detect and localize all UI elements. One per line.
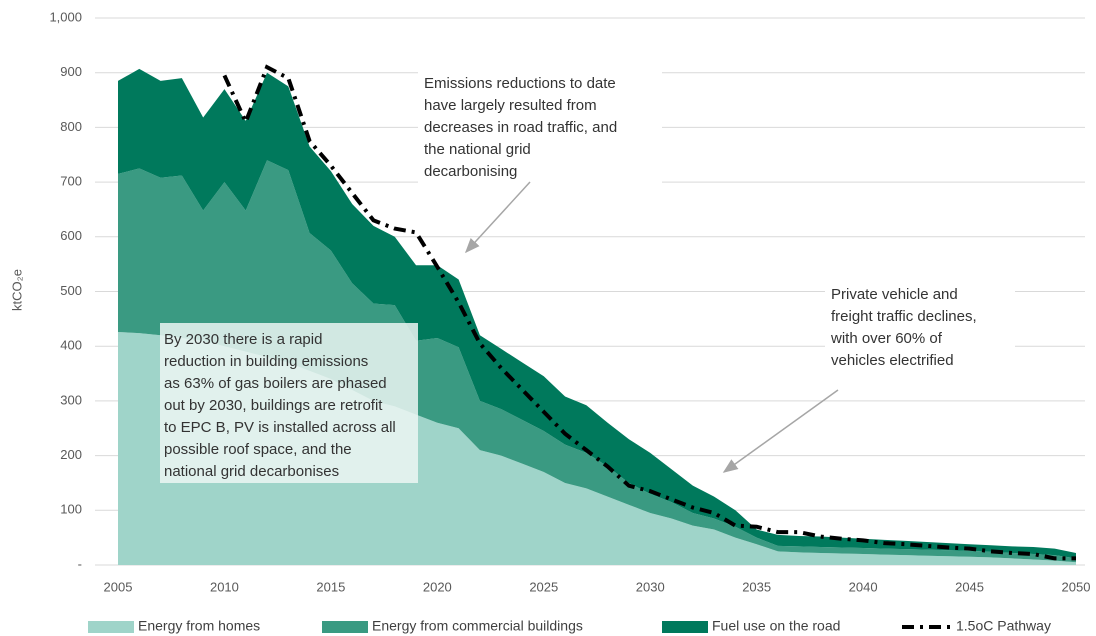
- x-tick-label: 2015: [316, 579, 345, 594]
- y-tick-label: 200: [60, 447, 82, 462]
- y-tick-label: -: [78, 556, 82, 571]
- legend-label: Energy from commercial buildings: [372, 618, 583, 634]
- x-tick-label: 2045: [955, 579, 984, 594]
- area: [118, 331, 1076, 565]
- arrow: [464, 181, 531, 254]
- arrow: [722, 389, 839, 473]
- legend-label: 1.5oC Pathway: [956, 618, 1051, 634]
- area: [118, 68, 1076, 559]
- pathway-line: [222, 64, 1076, 561]
- y-tick-label: 800: [60, 119, 82, 134]
- x-tick-label: 2030: [636, 579, 665, 594]
- annotation-text: reduction in building emissions: [164, 353, 368, 370]
- legend-swatch: [88, 621, 134, 633]
- annotation-text: the national grid: [424, 141, 531, 158]
- annotation-text: have largely resulted from: [424, 97, 597, 114]
- legend-label: Energy from homes: [138, 618, 260, 634]
- annotation-bg: [418, 70, 662, 185]
- annotation-bg: [825, 281, 1015, 373]
- y-axis-label: ktCO₂e: [9, 269, 24, 311]
- legend-swatch: [322, 621, 368, 633]
- annotation-text: national grid decarbonises: [164, 463, 339, 480]
- annotation-text: decreases in road traffic, and: [424, 119, 617, 136]
- x-tick-label: 2005: [104, 579, 133, 594]
- y-tick-label: 700: [60, 174, 82, 189]
- y-tick-label: 300: [60, 392, 82, 407]
- x-tick-label: 2010: [210, 579, 239, 594]
- legend-label: Fuel use on the road: [712, 618, 840, 634]
- y-tick-label: 900: [60, 64, 82, 79]
- y-tick-label: 1,000: [49, 9, 82, 24]
- annotation-text: Emissions reductions to date: [424, 75, 616, 92]
- y-tick-label: 600: [60, 228, 82, 243]
- y-tick-label: 100: [60, 502, 82, 517]
- x-tick-label: 2035: [742, 579, 771, 594]
- y-tick-label: 500: [60, 283, 82, 298]
- annotation-text: out by 2030, buildings are retrofit: [164, 397, 383, 414]
- annotation-text: vehicles electrified: [831, 352, 954, 369]
- annotation-text: to EPC B, PV is installed across all: [164, 419, 396, 436]
- annotation-text: as 63% of gas boilers are phased: [164, 375, 387, 392]
- x-tick-label: 2025: [529, 579, 558, 594]
- annotation-text: possible roof space, and the: [164, 441, 352, 458]
- annotation-box: [160, 323, 418, 483]
- y-tick-label: 400: [60, 338, 82, 353]
- annotation-text: By 2030 there is a rapid: [164, 331, 322, 348]
- annotation-text: decarbonising: [424, 163, 517, 180]
- legend-swatch: [662, 621, 708, 633]
- x-tick-label: 2020: [423, 579, 452, 594]
- annotation-text: with over 60% of: [830, 330, 943, 347]
- annotation-text: Private vehicle and: [831, 286, 958, 303]
- x-tick-label: 2040: [849, 579, 878, 594]
- annotation-text: freight traffic declines,: [831, 308, 977, 325]
- x-tick-label: 2050: [1062, 579, 1091, 594]
